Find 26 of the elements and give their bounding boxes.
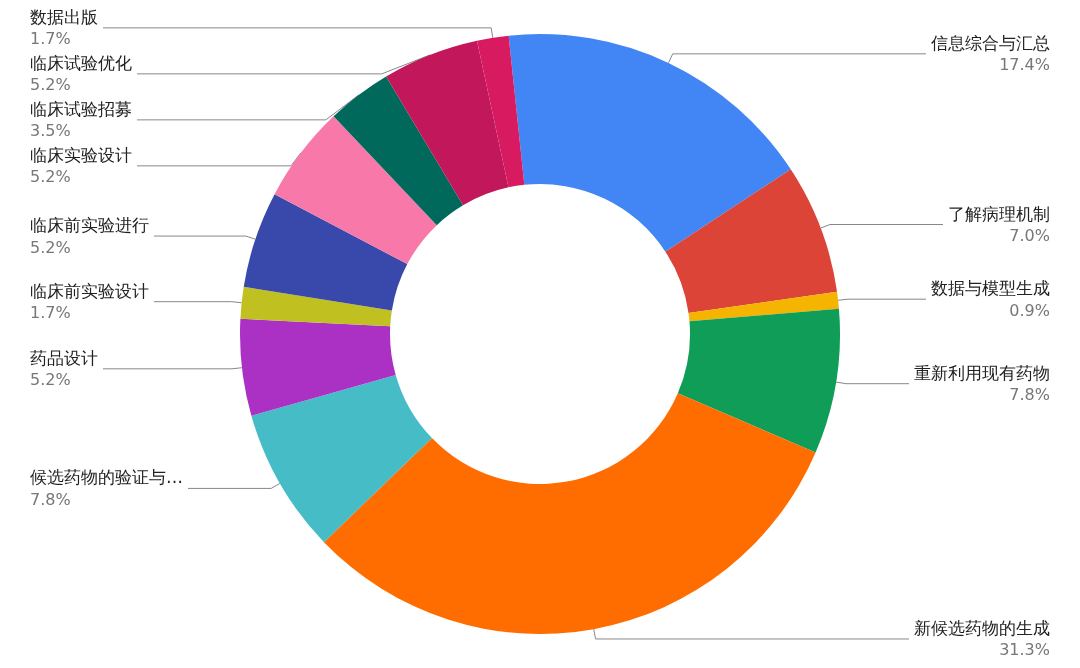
slice-label: 数据与模型生成: [931, 278, 1050, 299]
slice-label: 新候选药物的生成: [914, 617, 1050, 638]
slice-label: 信息综合与汇总: [931, 32, 1050, 53]
data-label: 5.2%: [30, 75, 71, 95]
data-label: 5.2%: [30, 167, 71, 187]
data-label: 1.7%: [30, 29, 71, 49]
slice-label: 临床前实验进行: [30, 215, 149, 236]
data-label: 0.9%: [1009, 300, 1050, 320]
slice-label: 药品设计: [30, 347, 98, 368]
data-label: 7.0%: [1009, 226, 1050, 245]
slice-label: 临床前实验设计: [30, 280, 149, 301]
data-label: 7.8%: [30, 489, 71, 509]
data-label: 7.8%: [1009, 385, 1050, 405]
data-label: 3.5%: [30, 121, 71, 141]
slice-label: 数据出版: [30, 6, 98, 27]
slice-label: 临床试验优化: [30, 52, 132, 73]
slice-label: 临床实验设计: [30, 144, 132, 165]
data-label: 31.3%: [999, 640, 1050, 660]
slice-label: 临床试验招募: [30, 98, 132, 119]
data-label: 5.2%: [30, 237, 71, 257]
slice-label: 了解病理机制: [948, 203, 1050, 224]
data-label: 17.4%: [999, 55, 1050, 75]
slice-label: 候选药物的验证与…: [30, 467, 183, 488]
slice-label: 重新利用现有药物: [914, 362, 1050, 383]
data-label: 1.7%: [30, 303, 71, 323]
data-label: 5.2%: [30, 370, 71, 390]
